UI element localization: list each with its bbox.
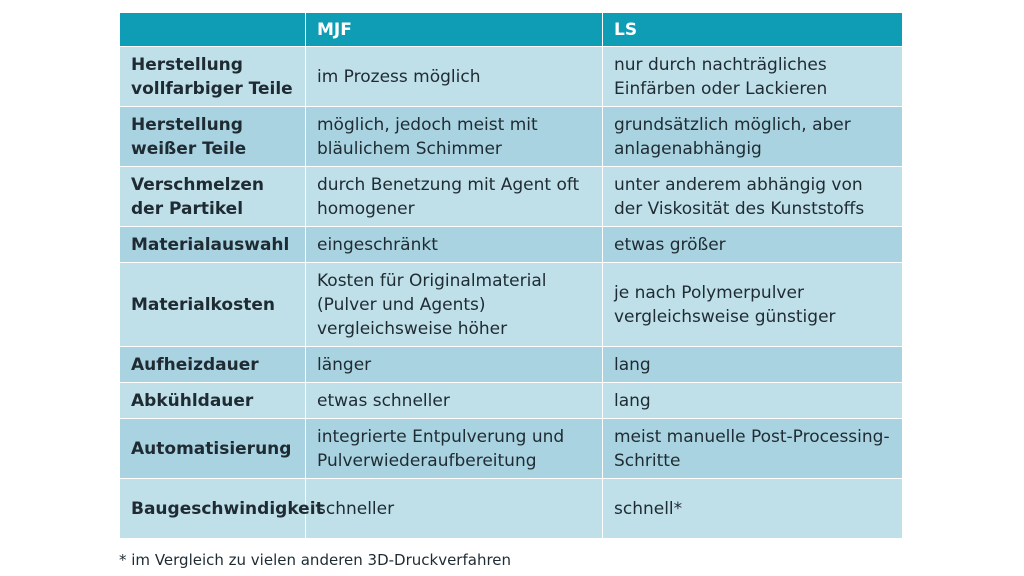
mjf-cell: möglich, jedoch meist mit bläulichem Sch… xyxy=(305,106,603,167)
table-row: Materialauswahl eingeschränkt etwas größ… xyxy=(119,226,903,263)
table-row: Aufheizdauer länger lang xyxy=(119,346,903,383)
mjf-cell: eingeschränkt xyxy=(305,226,603,263)
table-row: Verschmelzen der Partikel durch Benetzun… xyxy=(119,166,903,227)
ls-cell: schnell* xyxy=(602,478,903,539)
mjf-cell: Kosten für Originalmaterial (Pulver und … xyxy=(305,262,603,347)
ls-cell: nur durch nachträgliches Einfärben oder … xyxy=(602,46,903,107)
mjf-cell: durch Benetzung mit Agent oft homogener xyxy=(305,166,603,227)
comparison-table-container: MJF LS Herstellung vollfarbiger Teile im… xyxy=(119,12,903,539)
table-header-row: MJF LS xyxy=(119,12,903,47)
comparison-table: MJF LS Herstellung vollfarbiger Teile im… xyxy=(119,12,903,539)
header-mjf: MJF xyxy=(305,12,603,47)
row-label: Abkühldauer xyxy=(119,382,306,419)
row-label: Materialauswahl xyxy=(119,226,306,263)
ls-cell: lang xyxy=(602,382,903,419)
ls-cell: etwas größer xyxy=(602,226,903,263)
row-label: Verschmelzen der Partikel xyxy=(119,166,306,227)
row-label: Baugeschwindigkeit xyxy=(119,478,324,539)
row-label: Automatisierung xyxy=(119,418,306,479)
ls-cell: grundsätzlich möglich, aber anlagenabhän… xyxy=(602,106,903,167)
table-row: Baugeschwindigkeit schneller schnell* xyxy=(119,478,903,539)
ls-cell: meist manuelle Post-Processing-Schritte xyxy=(602,418,903,479)
footnote: * im Vergleich zu vielen anderen 3D-Druc… xyxy=(119,551,512,569)
mjf-cell: etwas schneller xyxy=(305,382,603,419)
table-row: Herstellung vollfarbiger Teile im Prozes… xyxy=(119,46,903,107)
row-label: Herstellung weißer Teile xyxy=(119,106,306,167)
table-row: Abkühldauer etwas schneller lang xyxy=(119,382,903,419)
row-label: Aufheizdauer xyxy=(119,346,306,383)
header-ls: LS xyxy=(602,12,903,47)
ls-cell: je nach Polymerpulver vergleichsweise gü… xyxy=(602,262,903,347)
row-label: Herstellung vollfarbiger Teile xyxy=(119,46,306,107)
mjf-cell: schneller xyxy=(305,478,603,539)
table-row: Materialkosten Kosten für Originalmateri… xyxy=(119,262,903,347)
ls-cell: lang xyxy=(602,346,903,383)
table-row: Herstellung weißer Teile möglich, jedoch… xyxy=(119,106,903,167)
mjf-cell: integrierte Entpulverung und Pulverwiede… xyxy=(305,418,603,479)
mjf-cell: länger xyxy=(305,346,603,383)
row-label: Materialkosten xyxy=(119,262,306,347)
mjf-cell: im Prozess möglich xyxy=(305,46,603,107)
header-empty xyxy=(119,12,306,47)
ls-cell: unter anderem abhängig von der Viskositä… xyxy=(602,166,903,227)
table-row: Automatisierung integrierte Entpulverung… xyxy=(119,418,903,479)
